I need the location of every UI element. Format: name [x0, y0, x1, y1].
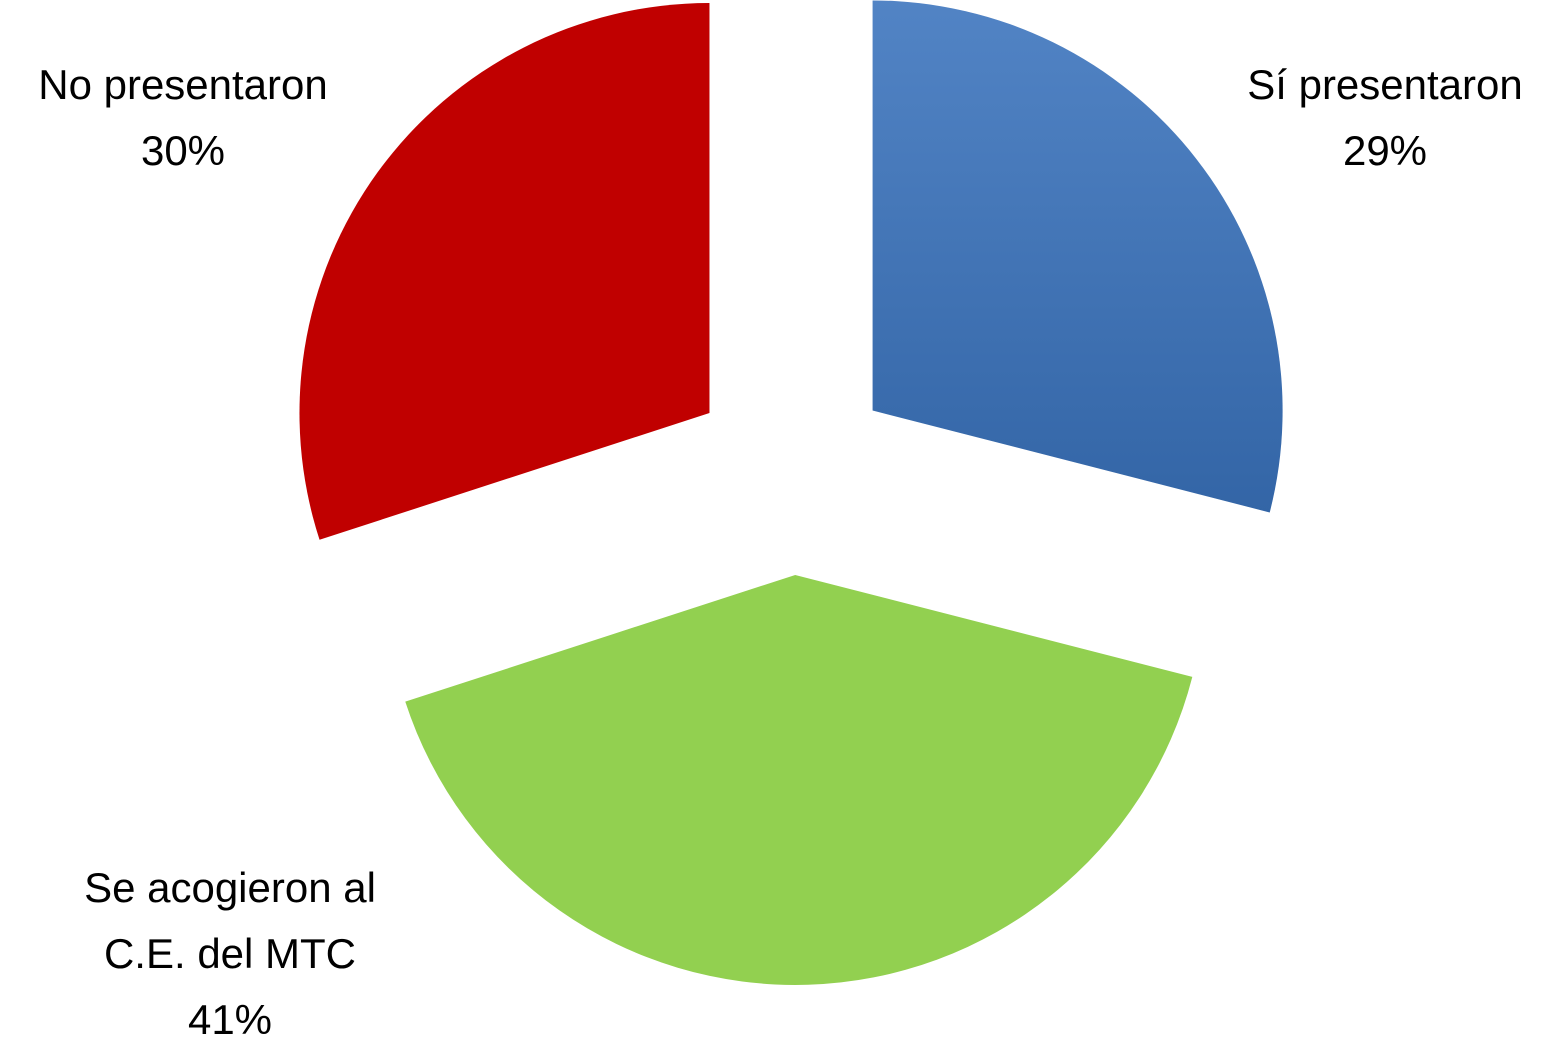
- pie-slice: [299, 3, 710, 540]
- slice-label: Sí presentaron 29%: [1195, 52, 1552, 184]
- category-label: No presentaron: [38, 61, 328, 108]
- category-label: Sí presentaron: [1247, 61, 1523, 108]
- slice-label: Se acogieron al C.E. del MTC 41%: [60, 855, 400, 1053]
- slice-label: No presentaron 30%: [0, 52, 373, 184]
- value-label: 29%: [1342, 127, 1428, 174]
- value-label: 41%: [187, 996, 273, 1043]
- value-label: 30%: [140, 127, 226, 174]
- category-label: Se acogieron al C.E. del MTC: [84, 864, 376, 977]
- slice-shade: [872, 0, 1283, 513]
- pie-slice: [405, 574, 1193, 985]
